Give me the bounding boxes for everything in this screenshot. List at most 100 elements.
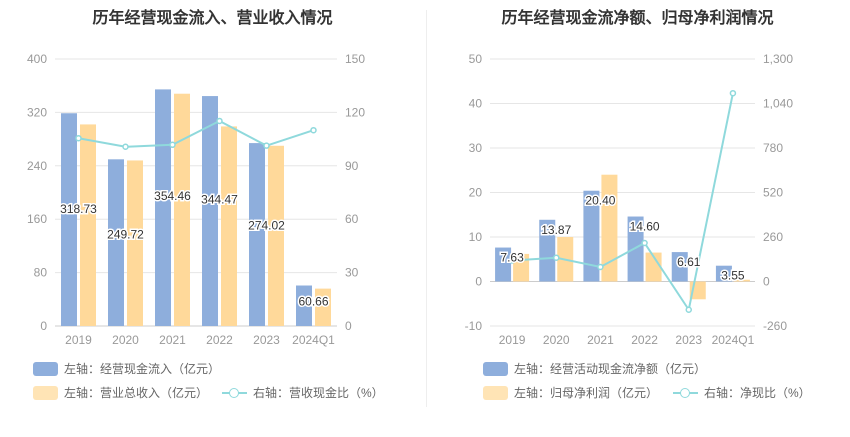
left-tick-label: 30 xyxy=(469,141,483,155)
line-point xyxy=(729,89,737,97)
bar-series1 xyxy=(715,265,732,282)
right-tick-label: 0 xyxy=(763,275,770,289)
line-point xyxy=(508,257,516,264)
bar-series2 xyxy=(127,160,143,326)
line-point xyxy=(597,263,604,271)
legend-item-bar1[interactable]: 左轴：经营活动现金流净额（亿元） xyxy=(483,360,706,377)
bar-series1 xyxy=(627,216,644,282)
chart-canvas: -10 -260 0 0 10 260 20 520 30 780 40 1,040 50 1,300 20… xyxy=(465,52,794,347)
bar-series2 xyxy=(174,93,190,327)
x-tick-label: 2019 xyxy=(65,333,92,347)
line-point xyxy=(122,143,129,151)
bar-series1 xyxy=(249,143,265,326)
line-series xyxy=(78,119,314,148)
x-tick-label: 2021 xyxy=(159,333,186,347)
chart-title: 历年经营现金流入、营业收入情况 xyxy=(92,8,333,27)
left-tick-label: 80 xyxy=(34,266,48,280)
bar-series2 xyxy=(221,126,237,326)
left-tick-label: 240 xyxy=(27,159,47,173)
legend-item-bar1[interactable]: 左轴：经营现金流入（亿元） xyxy=(33,360,220,377)
legend-label: 左轴：经营活动现金流净额（亿元） xyxy=(514,362,707,376)
x-tick-label: 2024Q1 xyxy=(712,333,755,347)
left-tick-label: 0 xyxy=(475,275,482,289)
data-label: 249.72 xyxy=(107,227,144,241)
line-point xyxy=(75,134,82,142)
bar-series2 xyxy=(315,288,331,326)
data-label: 13.87 xyxy=(541,223,571,237)
legend-item-bar2[interactable]: 左轴：归母净利润（亿元） xyxy=(483,384,658,401)
bar-series1 xyxy=(583,190,600,282)
right-tick-label: 30 xyxy=(345,266,359,280)
right-tick-label: 120 xyxy=(345,105,365,119)
legend-label: 左轴：经营现金流入（亿元） xyxy=(64,362,221,376)
bar-series1 xyxy=(296,285,312,326)
line-series xyxy=(512,93,734,313)
left-tick-label: 40 xyxy=(469,97,483,111)
data-label: 344.47 xyxy=(201,193,238,207)
data-label: 354.46 xyxy=(154,189,191,203)
data-label: 6.61 xyxy=(677,255,701,269)
legend-swatch xyxy=(483,361,508,376)
bar-series1 xyxy=(495,247,512,282)
data-label: 3.55 xyxy=(721,269,745,283)
legend-item-line[interactable]: 右轴：净现比（%） xyxy=(673,384,811,401)
panel-divider xyxy=(426,10,427,407)
legend-label: 左轴：归母净利润（亿元） xyxy=(514,386,659,400)
right-tick-label: 150 xyxy=(345,52,365,66)
legend-swatch xyxy=(673,386,698,400)
chart-canvas: 0 0 80 30 160 60 240 90 320 120 400 150 2019 2020 2021… xyxy=(27,52,365,347)
line-point xyxy=(216,117,223,125)
x-tick-label: 2019 xyxy=(499,333,526,347)
line-point xyxy=(553,254,560,261)
right-tick-label: 780 xyxy=(763,141,783,155)
line-point xyxy=(169,141,176,149)
data-label: 60.66 xyxy=(298,295,328,309)
left-tick-label: 320 xyxy=(27,105,47,119)
legend-swatch xyxy=(222,386,247,400)
line-point xyxy=(263,142,270,149)
right-tick-label: 60 xyxy=(345,212,359,226)
x-tick-label: 2023 xyxy=(675,333,702,347)
bar-series2 xyxy=(268,145,284,326)
right-tick-label: -260 xyxy=(763,319,787,333)
data-label: 14.60 xyxy=(630,220,660,234)
legend-item-bar2[interactable]: 左轴：营业总收入（亿元） xyxy=(33,384,208,401)
bar-series2 xyxy=(80,124,96,326)
line-point xyxy=(685,306,692,313)
left-tick-label: 160 xyxy=(27,212,47,226)
legend-swatch xyxy=(33,385,58,400)
legend-label: 左轴：营业总收入（亿元） xyxy=(64,386,209,400)
x-tick-label: 2022 xyxy=(631,333,658,347)
legend-swatch xyxy=(33,361,58,376)
left-tick-label: 400 xyxy=(27,52,47,66)
data-label: 274.02 xyxy=(248,218,285,232)
chart-title: 历年经营现金流净额、归母净利润情况 xyxy=(501,8,774,27)
x-tick-label: 2021 xyxy=(587,333,614,347)
right-tick-label: 520 xyxy=(763,186,783,200)
right-tick-label: 0 xyxy=(345,319,352,333)
left-tick-label: 20 xyxy=(469,186,483,200)
left-tick-label: 10 xyxy=(469,230,483,244)
bar-series1 xyxy=(61,113,77,326)
bar-series2 xyxy=(733,279,750,282)
data-label: 20.40 xyxy=(585,194,615,208)
right-tick-label: 1,300 xyxy=(763,52,793,66)
legend-label: 右轴：净现比（%） xyxy=(704,386,811,400)
bar-series1 xyxy=(155,89,171,326)
x-tick-label: 2024Q1 xyxy=(292,333,335,347)
x-tick-label: 2020 xyxy=(112,333,139,347)
left-tick-label: 0 xyxy=(40,319,47,333)
line-point xyxy=(310,126,317,134)
legend-swatch xyxy=(483,385,508,400)
x-tick-label: 2022 xyxy=(206,333,233,347)
x-tick-label: 2023 xyxy=(253,333,280,347)
left-chart-panel: 历年经营现金流入、营业收入情况 0 0 80 30 160 60 240 90 320 120 40… xyxy=(27,8,384,401)
legend-item-line[interactable]: 右轴：营收现金比（%） xyxy=(222,384,384,401)
right-tick-label: 260 xyxy=(763,230,783,244)
bar-series1 xyxy=(671,252,688,282)
right-tick-label: 90 xyxy=(345,159,359,173)
line-point xyxy=(641,239,648,247)
data-label: 318.73 xyxy=(60,202,97,216)
legend-label: 右轴：营收现金比（%） xyxy=(253,386,384,400)
right-chart-panel: 历年经营现金流净额、归母净利润情况 -10 -260 0 0 10 260 20 520 30 7… xyxy=(425,0,850,437)
